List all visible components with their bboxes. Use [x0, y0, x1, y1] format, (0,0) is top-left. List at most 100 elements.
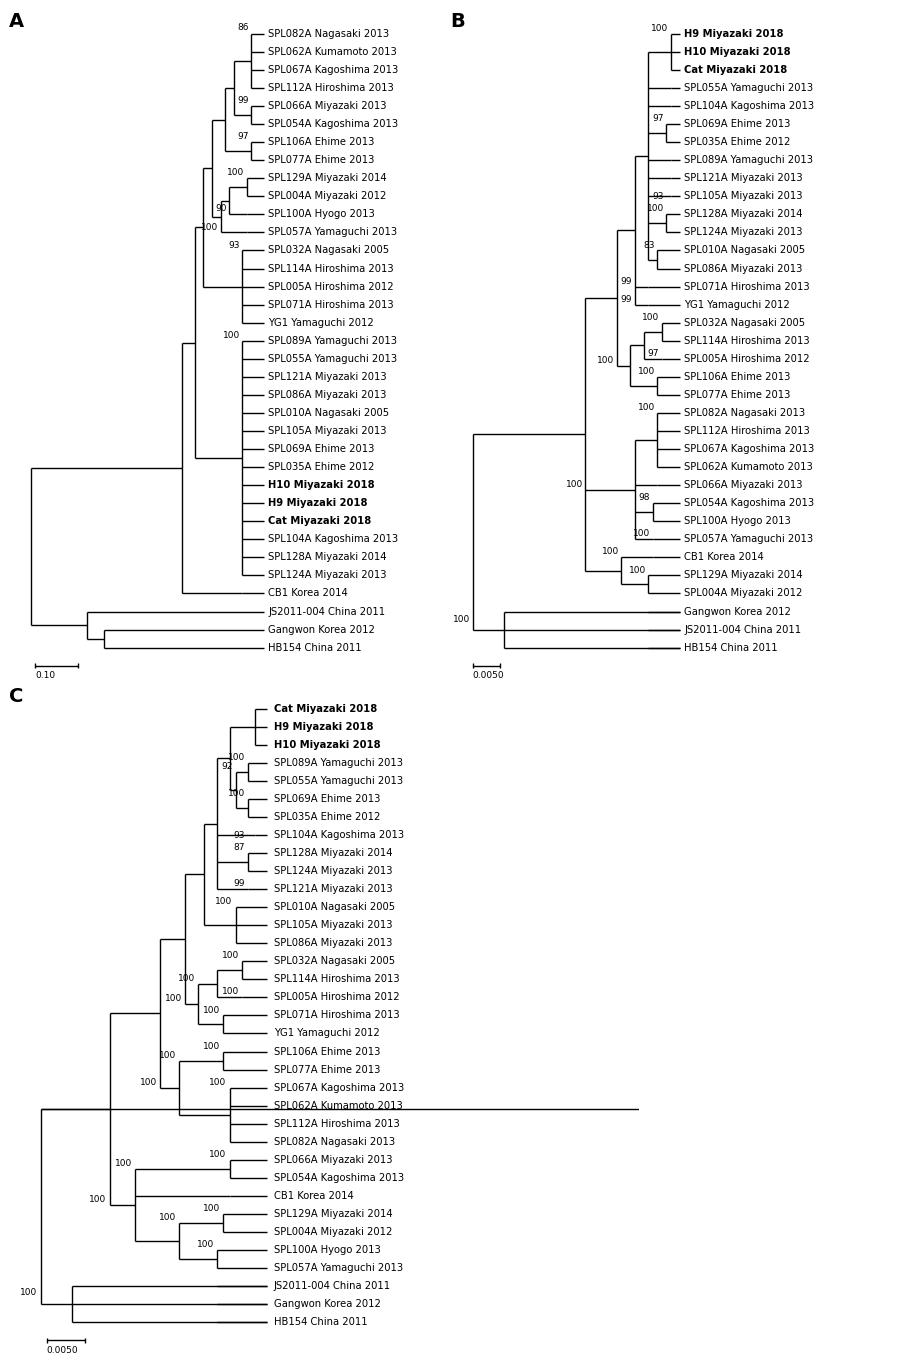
Text: JS2011-004 China 2011: JS2011-004 China 2011 [684, 624, 801, 635]
Text: SPL005A Hiroshima 2012: SPL005A Hiroshima 2012 [684, 354, 810, 364]
Text: SPL035A Ehime 2012: SPL035A Ehime 2012 [268, 462, 374, 472]
Text: 100: 100 [642, 312, 659, 322]
Text: SPL054A Kagoshima 2013: SPL054A Kagoshima 2013 [268, 119, 399, 129]
Text: 100: 100 [202, 1041, 220, 1051]
Text: 97: 97 [648, 349, 659, 358]
Text: SPL100A Hyogo 2013: SPL100A Hyogo 2013 [274, 1244, 381, 1255]
Text: SPL086A Miyazaki 2013: SPL086A Miyazaki 2013 [268, 390, 387, 399]
Text: 100: 100 [597, 356, 614, 365]
Text: 90: 90 [216, 204, 227, 214]
Text: SPL082A Nagasaki 2013: SPL082A Nagasaki 2013 [268, 29, 390, 40]
Text: 100: 100 [646, 204, 664, 214]
Text: SPL057A Yamaguchi 2013: SPL057A Yamaguchi 2013 [274, 1264, 402, 1273]
Text: SPL077A Ehime 2013: SPL077A Ehime 2013 [684, 390, 790, 399]
Text: 100: 100 [601, 548, 619, 556]
Text: SPL067A Kagoshima 2013: SPL067A Kagoshima 2013 [268, 65, 399, 75]
Text: 100: 100 [227, 169, 245, 177]
Text: 100: 100 [651, 25, 668, 33]
Text: 100: 100 [177, 975, 194, 983]
Text: 100: 100 [89, 1195, 107, 1204]
Text: SPL112A Hiroshima 2013: SPL112A Hiroshima 2013 [684, 427, 810, 436]
Text: SPL054A Kagoshima 2013: SPL054A Kagoshima 2013 [684, 499, 814, 508]
Text: SPL105A Miyazaki 2013: SPL105A Miyazaki 2013 [268, 427, 387, 436]
Text: Cat Miyazaki 2018: Cat Miyazaki 2018 [274, 703, 377, 714]
Text: 100: 100 [209, 1078, 227, 1086]
Text: H9 Miyazaki 2018: H9 Miyazaki 2018 [268, 499, 368, 508]
Text: HB154 China 2011: HB154 China 2011 [684, 642, 778, 653]
Text: Cat Miyazaki 2018: Cat Miyazaki 2018 [684, 65, 788, 75]
Text: YG1 Yamaguchi 2012: YG1 Yamaguchi 2012 [274, 1029, 380, 1039]
Text: 100: 100 [209, 1150, 227, 1159]
Text: C: C [9, 687, 23, 706]
Text: SPL128A Miyazaki 2014: SPL128A Miyazaki 2014 [684, 210, 803, 219]
Text: SPL067A Kagoshima 2013: SPL067A Kagoshima 2013 [684, 444, 814, 454]
Text: HB154 China 2011: HB154 China 2011 [274, 1317, 367, 1328]
Text: CB1 Korea 2014: CB1 Korea 2014 [274, 1191, 354, 1201]
Text: SPL112A Hiroshima 2013: SPL112A Hiroshima 2013 [268, 83, 394, 93]
Text: SPL100A Hyogo 2013: SPL100A Hyogo 2013 [684, 517, 791, 526]
Text: SPL129A Miyazaki 2014: SPL129A Miyazaki 2014 [684, 570, 803, 581]
Text: 99: 99 [621, 277, 632, 286]
Text: SPL069A Ehime 2013: SPL069A Ehime 2013 [268, 444, 374, 454]
Text: SPL010A Nagasaki 2005: SPL010A Nagasaki 2005 [684, 245, 806, 255]
Text: SPL054A Kagoshima 2013: SPL054A Kagoshima 2013 [274, 1174, 404, 1183]
Text: YG1 Yamaguchi 2012: YG1 Yamaguchi 2012 [268, 318, 374, 327]
Text: SPL066A Miyazaki 2013: SPL066A Miyazaki 2013 [274, 1154, 392, 1165]
Text: SPL055A Yamaguchi 2013: SPL055A Yamaguchi 2013 [274, 776, 402, 786]
Text: SPL104A Kagoshima 2013: SPL104A Kagoshima 2013 [274, 830, 404, 840]
Text: SPL112A Hiroshima 2013: SPL112A Hiroshima 2013 [274, 1119, 400, 1129]
Text: 100: 100 [228, 789, 245, 797]
Text: SPL105A Miyazaki 2013: SPL105A Miyazaki 2013 [274, 920, 392, 930]
Text: SPL124A Miyazaki 2013: SPL124A Miyazaki 2013 [274, 866, 392, 876]
Text: 100: 100 [140, 1078, 157, 1086]
Text: SPL104A Kagoshima 2013: SPL104A Kagoshima 2013 [268, 534, 399, 544]
Text: 100: 100 [158, 1213, 176, 1223]
Text: SPL062A Kumamoto 2013: SPL062A Kumamoto 2013 [268, 46, 397, 57]
Text: SPL066A Miyazaki 2013: SPL066A Miyazaki 2013 [684, 480, 803, 491]
Text: SPL106A Ehime 2013: SPL106A Ehime 2013 [274, 1047, 380, 1056]
Text: H9 Miyazaki 2018: H9 Miyazaki 2018 [684, 29, 784, 40]
Text: 100: 100 [196, 1240, 214, 1249]
Text: SPL106A Ehime 2013: SPL106A Ehime 2013 [684, 372, 790, 382]
Text: SPL032A Nagasaki 2005: SPL032A Nagasaki 2005 [268, 245, 390, 255]
Text: JS2011-004 China 2011: JS2011-004 China 2011 [274, 1281, 391, 1291]
Text: B: B [450, 12, 464, 31]
Text: SPL010A Nagasaki 2005: SPL010A Nagasaki 2005 [268, 408, 390, 418]
Text: 100: 100 [202, 222, 219, 232]
Text: 93: 93 [234, 831, 245, 841]
Text: 0.10: 0.10 [35, 671, 55, 680]
Text: JS2011-004 China 2011: JS2011-004 China 2011 [268, 607, 385, 616]
Text: 100: 100 [565, 480, 583, 489]
Text: CB1 Korea 2014: CB1 Korea 2014 [268, 589, 348, 598]
Text: SPL004A Miyazaki 2012: SPL004A Miyazaki 2012 [684, 589, 803, 598]
Text: SPL089A Yamaguchi 2013: SPL089A Yamaguchi 2013 [268, 335, 397, 346]
Text: SPL035A Ehime 2012: SPL035A Ehime 2012 [274, 812, 380, 822]
Text: CB1 Korea 2014: CB1 Korea 2014 [684, 552, 764, 563]
Text: SPL128A Miyazaki 2014: SPL128A Miyazaki 2014 [274, 848, 392, 857]
Text: SPL082A Nagasaki 2013: SPL082A Nagasaki 2013 [684, 408, 806, 418]
Text: SPL032A Nagasaki 2005: SPL032A Nagasaki 2005 [684, 318, 806, 327]
Text: SPL032A Nagasaki 2005: SPL032A Nagasaki 2005 [274, 957, 395, 966]
Text: SPL005A Hiroshima 2012: SPL005A Hiroshima 2012 [274, 992, 400, 1002]
Text: 98: 98 [639, 493, 650, 503]
Text: 100: 100 [215, 897, 232, 906]
Text: 86: 86 [238, 23, 248, 33]
Text: SPL005A Hiroshima 2012: SPL005A Hiroshima 2012 [268, 282, 394, 292]
Text: SPL062A Kumamoto 2013: SPL062A Kumamoto 2013 [684, 462, 813, 472]
Text: SPL035A Ehime 2012: SPL035A Ehime 2012 [684, 138, 790, 147]
Text: SPL114A Hiroshima 2013: SPL114A Hiroshima 2013 [268, 263, 394, 274]
Text: 100: 100 [637, 367, 655, 376]
Text: Gangwon Korea 2012: Gangwon Korea 2012 [268, 624, 375, 635]
Text: 93: 93 [229, 241, 240, 249]
Text: SPL055A Yamaguchi 2013: SPL055A Yamaguchi 2013 [684, 83, 813, 93]
Text: 100: 100 [202, 1006, 220, 1014]
Text: 100: 100 [637, 403, 655, 412]
Text: SPL105A Miyazaki 2013: SPL105A Miyazaki 2013 [684, 191, 803, 202]
Text: SPL062A Kumamoto 2013: SPL062A Kumamoto 2013 [274, 1101, 402, 1111]
Text: 99: 99 [621, 294, 632, 304]
Text: SPL129A Miyazaki 2014: SPL129A Miyazaki 2014 [268, 173, 387, 183]
Text: SPL114A Hiroshima 2013: SPL114A Hiroshima 2013 [274, 975, 400, 984]
Text: SPL082A Nagasaki 2013: SPL082A Nagasaki 2013 [274, 1137, 395, 1146]
Text: SPL121A Miyazaki 2013: SPL121A Miyazaki 2013 [684, 173, 803, 183]
Text: 100: 100 [223, 331, 240, 339]
